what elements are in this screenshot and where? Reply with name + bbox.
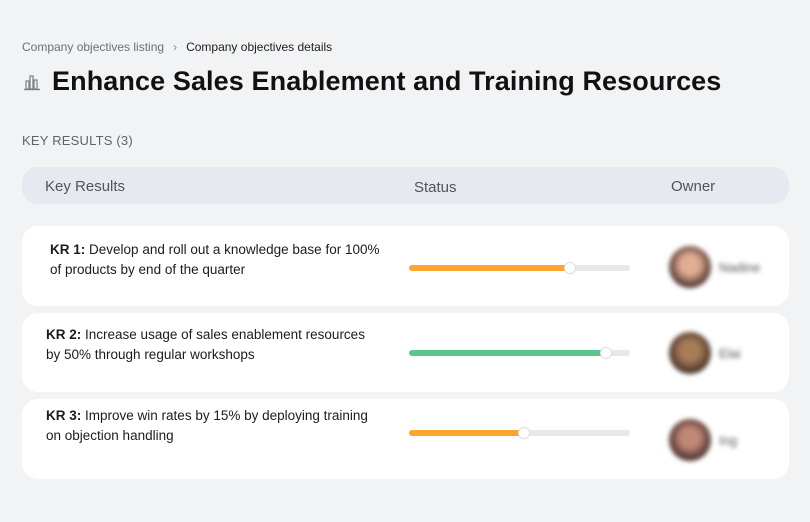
key-result-text: Increase usage of sales enablement resou… — [46, 327, 365, 362]
key-result-text: Develop and roll out a knowledge base fo… — [50, 242, 380, 277]
column-header-owner[interactable]: Owner — [671, 178, 716, 195]
key-result-id: KR 1: — [50, 242, 86, 257]
progress-bar — [409, 262, 630, 274]
key-result-id: KR 3: — [46, 408, 82, 423]
progress-fill — [409, 265, 571, 271]
breadcrumb-current: Company objectives details — [186, 40, 333, 54]
owner[interactable]: Elai — [669, 332, 741, 374]
key-result-id: KR 2: — [46, 327, 82, 342]
avatar — [669, 332, 711, 374]
table-header: Key Results Status Owner — [22, 167, 789, 204]
column-header-key-results[interactable]: Key Results — [45, 178, 126, 195]
key-result-row[interactable]: KR 3: Improve win rates by 15% by deploy… — [22, 399, 789, 479]
owner-name: Nadine — [719, 259, 761, 275]
breadcrumb: Company objectives listing › Company obj… — [22, 40, 332, 54]
key-result-description: KR 2: Increase usage of sales enablement… — [46, 325, 376, 365]
key-result-row[interactable]: KR 2: Increase usage of sales enablement… — [22, 313, 789, 392]
key-result-text: Improve win rates by 15% by deploying tr… — [46, 408, 368, 443]
owner-name: Ing — [719, 432, 738, 448]
breadcrumb-chevron-icon: › — [173, 40, 178, 54]
owner[interactable]: Ing — [669, 419, 737, 461]
key-result-description: KR 3: Improve win rates by 15% by deploy… — [46, 406, 376, 446]
page-header: Enhance Sales Enablement and Training Re… — [22, 66, 721, 97]
progress-fill — [409, 350, 606, 356]
key-result-description: KR 1: Develop and roll out a knowledge b… — [50, 240, 380, 280]
breadcrumb-link-listing[interactable]: Company objectives listing — [22, 40, 165, 54]
progress-bar — [409, 427, 630, 439]
building-chart-icon — [22, 72, 42, 92]
key-results-section-label: KEY RESULTS (3) — [22, 133, 133, 148]
progress-bar — [409, 347, 630, 359]
key-result-row[interactable]: KR 1: Develop and roll out a knowledge b… — [22, 226, 789, 306]
avatar — [669, 246, 711, 288]
avatar — [669, 419, 711, 461]
progress-fill — [409, 430, 524, 436]
column-header-status[interactable]: Status — [414, 179, 457, 196]
progress-knob — [564, 262, 577, 274]
progress-knob — [517, 427, 530, 439]
owner[interactable]: Nadine — [669, 246, 760, 288]
owner-name: Elai — [719, 345, 741, 361]
page-title: Enhance Sales Enablement and Training Re… — [52, 66, 722, 96]
progress-knob — [599, 347, 612, 359]
